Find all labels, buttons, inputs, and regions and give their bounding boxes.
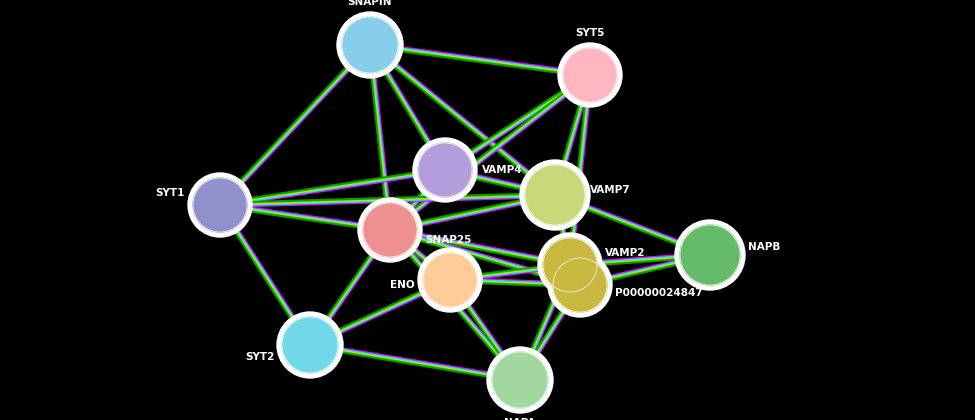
Circle shape — [277, 312, 343, 378]
Circle shape — [363, 203, 417, 257]
Text: SYT1: SYT1 — [156, 188, 185, 198]
Circle shape — [413, 138, 477, 202]
Circle shape — [548, 253, 612, 317]
Text: VAMP2: VAMP2 — [605, 248, 645, 258]
Text: VAMP7: VAMP7 — [590, 185, 631, 195]
Circle shape — [193, 178, 247, 232]
Circle shape — [553, 258, 607, 312]
Circle shape — [358, 198, 422, 262]
Circle shape — [558, 43, 622, 107]
Text: SNAP25: SNAP25 — [425, 235, 471, 245]
Circle shape — [492, 352, 548, 408]
Text: NAPB: NAPB — [748, 242, 780, 252]
Text: VAMP4: VAMP4 — [482, 165, 523, 175]
Circle shape — [543, 238, 597, 292]
Circle shape — [337, 12, 403, 78]
Circle shape — [680, 225, 740, 285]
Circle shape — [538, 233, 602, 297]
Circle shape — [563, 48, 617, 102]
Circle shape — [520, 160, 590, 230]
Circle shape — [418, 248, 482, 312]
Circle shape — [282, 317, 338, 373]
Text: SNAPIN: SNAPIN — [348, 0, 392, 7]
Text: P00000024847: P00000024847 — [615, 288, 703, 298]
Text: ENO: ENO — [390, 280, 415, 290]
Text: NAPA: NAPA — [504, 418, 535, 420]
Circle shape — [342, 17, 398, 73]
Circle shape — [423, 253, 477, 307]
Circle shape — [188, 173, 252, 237]
Circle shape — [487, 347, 553, 413]
Circle shape — [675, 220, 745, 290]
Circle shape — [418, 143, 472, 197]
Circle shape — [525, 165, 585, 225]
Text: SYT5: SYT5 — [575, 28, 604, 38]
Text: SYT2: SYT2 — [246, 352, 275, 362]
